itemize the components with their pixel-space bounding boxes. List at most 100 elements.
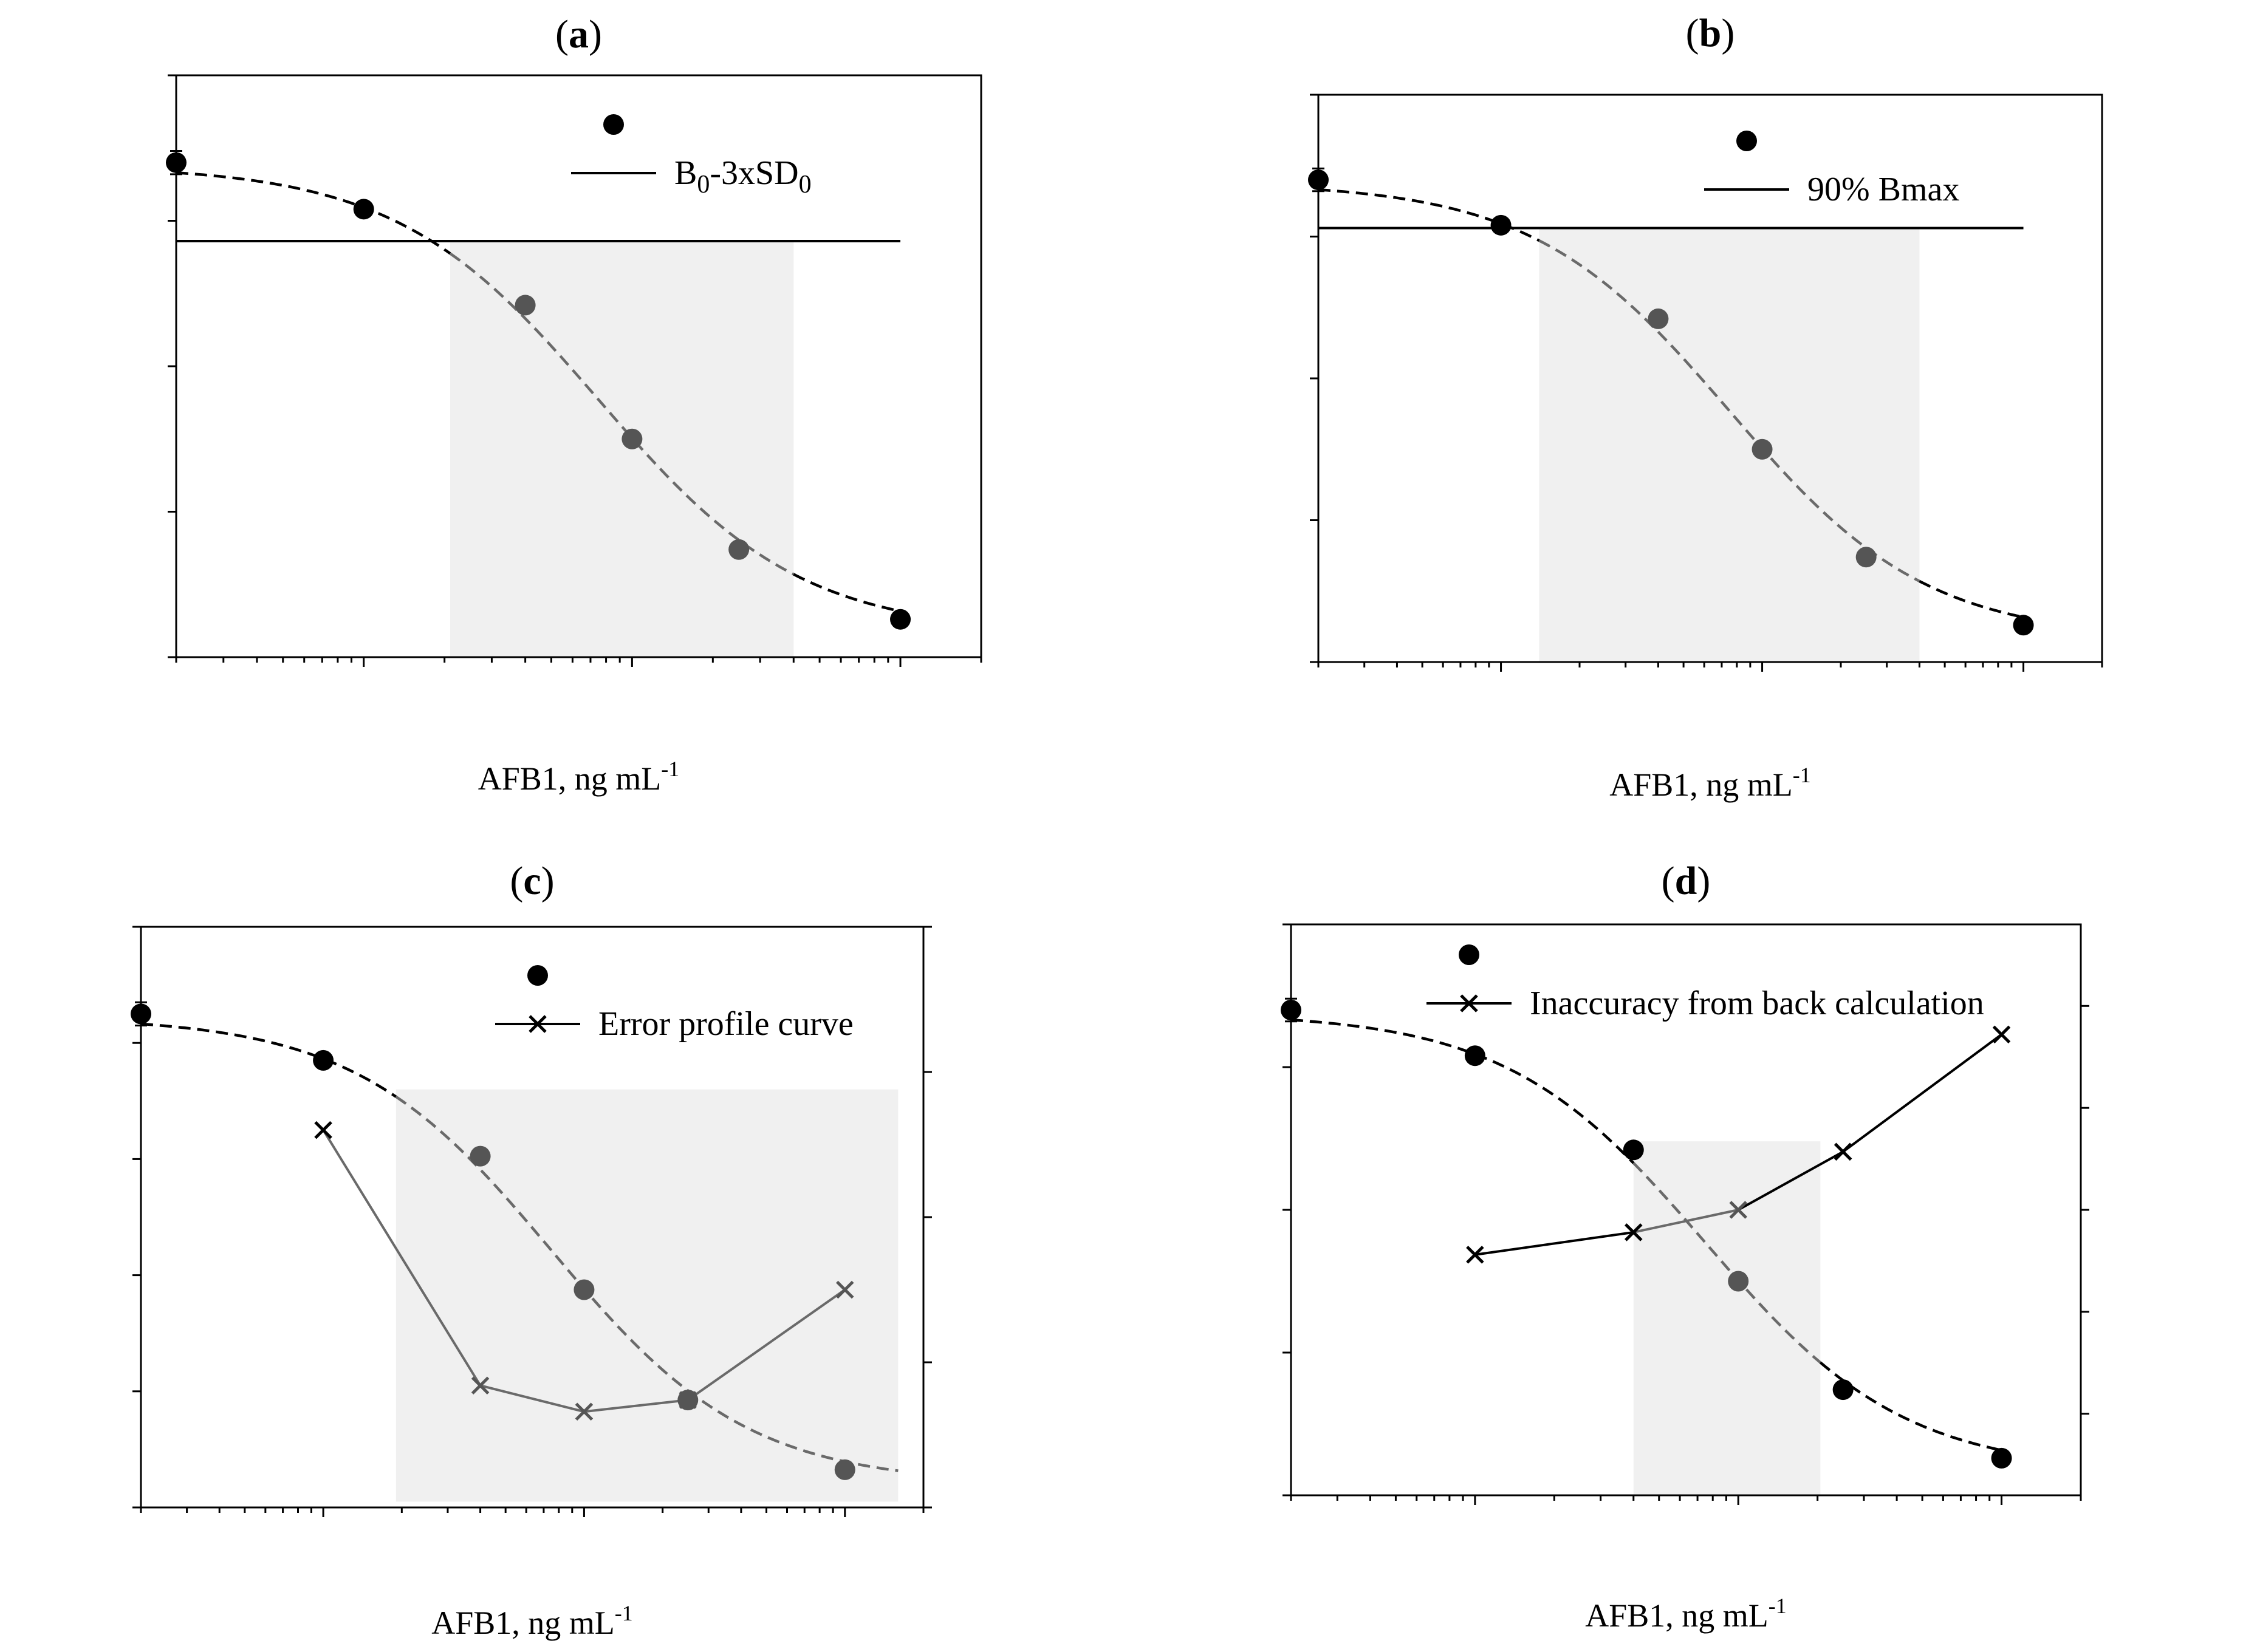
fitted-curve-segment: [1919, 579, 2024, 619]
panel-title: (b): [1686, 11, 1735, 55]
legend: Error profile curve: [495, 965, 854, 1043]
legend-cross-marker: [529, 1015, 547, 1033]
legend-subscript: 0: [799, 171, 812, 199]
calibration-point: [1752, 439, 1773, 460]
calibration-point: [574, 1279, 595, 1300]
series2-line-segment: [584, 1399, 688, 1413]
panel-title-close-paren: ): [1697, 859, 1710, 903]
calibration-point: [890, 609, 911, 630]
panel-title-letter: b: [1699, 11, 1722, 55]
panel-title: (c): [510, 859, 554, 903]
x-axis-label-exponent: -1: [1793, 763, 1811, 787]
shaded-working-range: [1633, 1141, 1821, 1495]
series2-point: [1729, 1201, 1747, 1219]
panel-title-open-paren: (: [1686, 11, 1699, 55]
calibration-point: [313, 1050, 334, 1071]
calibration-point: [622, 428, 643, 449]
calibration-point: [1464, 1045, 1485, 1067]
series2-line-segment: [1474, 1230, 1634, 1256]
series2-line-segment: [1842, 1033, 2002, 1153]
calibration-point: [834, 1459, 855, 1480]
legend-marker-calibration: [603, 114, 624, 135]
legend-cross-marker: [1460, 994, 1478, 1012]
x-axis-label: AFB1, ng mL-1: [478, 757, 680, 797]
panel-title-open-paren: (: [555, 12, 569, 56]
panel-title-open-paren: (: [1662, 859, 1675, 903]
legend: Inaccuracy from back calculation: [1426, 944, 1984, 1022]
x-axis-label-text: AFB1, ng mL: [431, 1605, 615, 1641]
x-axis-label: AFB1, ng mL-1: [431, 1601, 633, 1641]
calibration-point: [1281, 1000, 1301, 1020]
chart-panel-d: (d) AFB1, ng mL-1 Inaccuracy from back cal…: [1281, 859, 2089, 1634]
fitted-curve-segment: [1819, 1361, 2002, 1452]
legend-marker-calibration: [527, 965, 548, 986]
chart-panel-c: (c) AFB1, ng mL-1 Error profile curve: [131, 859, 932, 1641]
legend-label-line: B0-3xSD0: [674, 154, 812, 199]
series2-line-segment: [1633, 1209, 1739, 1234]
calibration-point: [1855, 547, 1877, 568]
series2-point: [1834, 1142, 1852, 1161]
legend-subscript: 0: [697, 171, 710, 199]
chart-panel-b: (b) AFB1, ng mL-1 90% Bmax: [1308, 11, 2103, 803]
series2-line-segment: [480, 1384, 584, 1413]
fitted-curve-segment: [449, 252, 795, 576]
fitted-curve-segment: [1290, 1018, 1635, 1164]
calibration-point: [1832, 1379, 1854, 1401]
legend: B0-3xSD0: [571, 114, 812, 199]
fitted-curve-segment: [1538, 239, 1920, 582]
series2-point: [835, 1280, 854, 1299]
calibration-point: [1728, 1271, 1749, 1292]
shaded-working-range: [450, 241, 794, 657]
calibration-point: [1991, 1447, 2012, 1469]
legend-label-line: Inaccuracy from back calculation: [1530, 985, 1984, 1022]
panel-title: (d): [1662, 859, 1711, 903]
calibration-point: [166, 152, 187, 173]
panel-title-letter: a: [569, 12, 589, 56]
x-axis-label-exponent: -1: [1769, 1594, 1787, 1618]
chart-panel-a: (a)AFB1, ng mL-1B0-3xSD0: [166, 12, 982, 797]
calibration-point: [515, 295, 536, 316]
calibration-point: [728, 539, 750, 560]
calibration-point: [353, 199, 374, 220]
panel-title-close-paren: ): [589, 12, 602, 56]
fitted-curve-segment: [395, 1095, 899, 1472]
x-axis-label: AFB1, ng mL-1: [1609, 763, 1811, 803]
panel-title: (a): [555, 12, 602, 56]
x-axis-label-exponent: -1: [615, 1601, 633, 1625]
fitted-curve-segment: [793, 573, 901, 613]
series2-point: [471, 1376, 490, 1395]
panel-title-letter: c: [523, 859, 541, 903]
shaded-working-range: [1539, 228, 1920, 662]
legend-marker-calibration: [1459, 944, 1479, 965]
x-axis-label: AFB1, ng mL-1: [1585, 1594, 1787, 1634]
calibration-point: [1308, 169, 1329, 191]
legend-marker-calibration: [1736, 131, 1757, 151]
series2-point: [1466, 1246, 1484, 1264]
calibration-point: [131, 1003, 151, 1025]
calibration-point: [1648, 308, 1669, 329]
calibration-point: [677, 1390, 699, 1411]
panel-title-close-paren: ): [1721, 11, 1734, 55]
x-axis-label-text: AFB1, ng mL: [1609, 766, 1793, 803]
calibration-point: [1490, 214, 1512, 236]
series2-point: [1992, 1025, 2011, 1044]
x-axis-label-text: AFB1, ng mL: [478, 760, 662, 797]
legend-text-part: -3xSD: [710, 154, 798, 192]
fitted-curve-segment: [1632, 1162, 1821, 1364]
legend: 90% Bmax: [1704, 131, 1959, 208]
legend-label-line: 90% Bmax: [1807, 171, 1959, 208]
legend-label-line: Error profile curve: [598, 1005, 854, 1043]
legend-text-part: B: [674, 154, 697, 192]
series2-point: [314, 1121, 332, 1139]
series2-point: [575, 1402, 594, 1421]
calibration-point: [2013, 615, 2034, 636]
fitted-curve-segment: [176, 171, 451, 255]
series2-point: [1625, 1223, 1643, 1241]
panel-title-letter: d: [1675, 859, 1697, 903]
series2-line-segment: [687, 1288, 846, 1401]
x-axis-label-exponent: -1: [661, 757, 679, 781]
series2-line-segment: [322, 1129, 482, 1387]
calibration-point: [470, 1145, 491, 1167]
panel-title-open-paren: (: [510, 859, 523, 903]
